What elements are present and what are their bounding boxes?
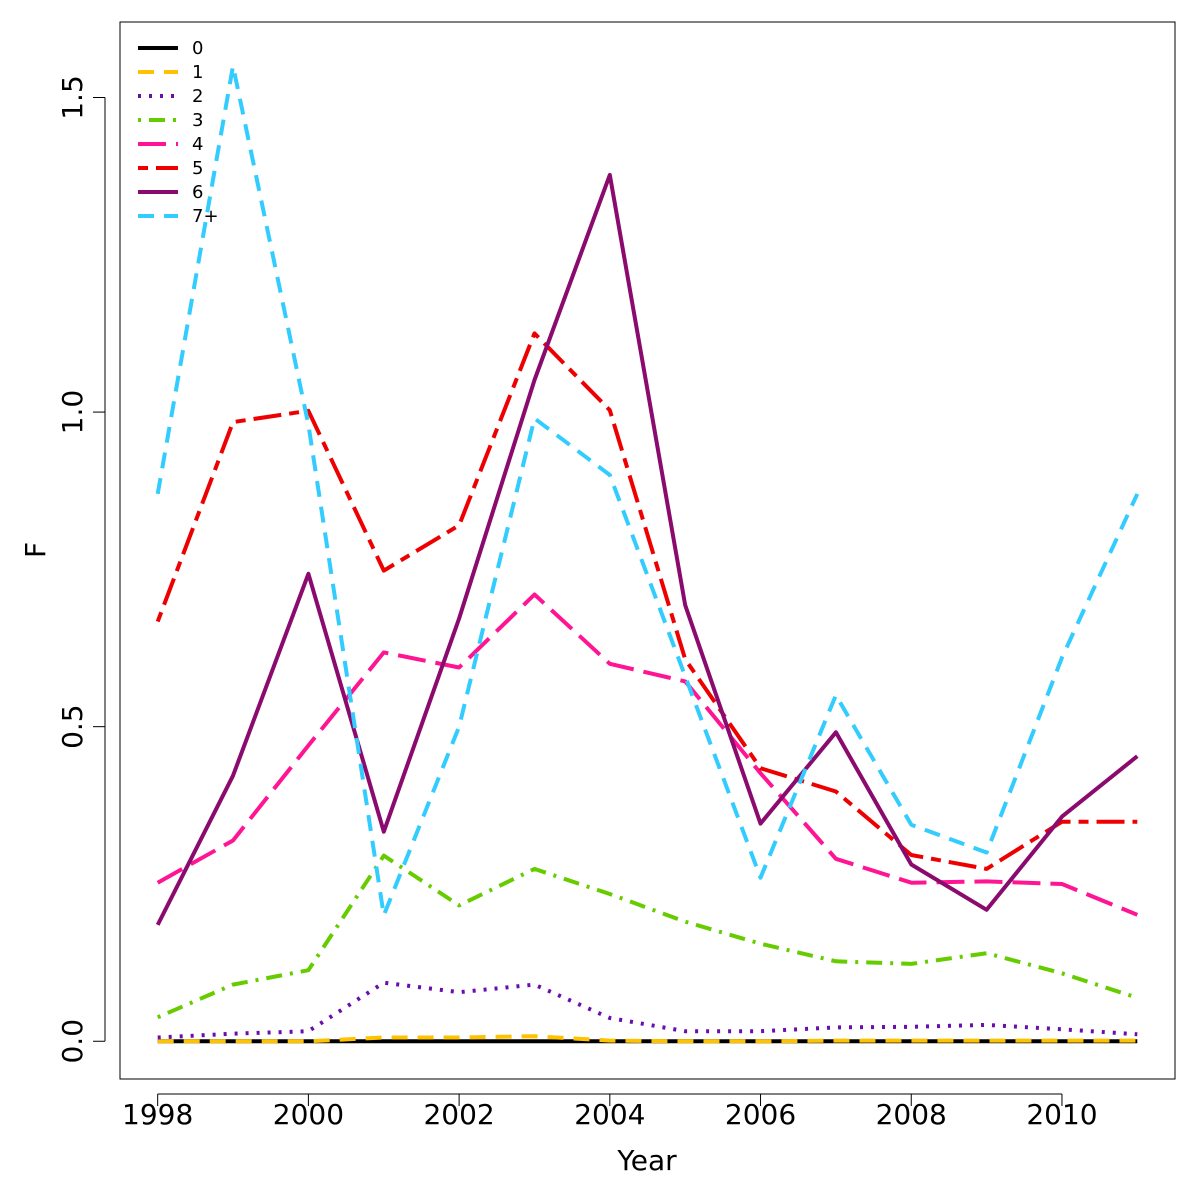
x-tick-label: 2006 [725,1098,796,1131]
y-tick-label: 1.5 [56,75,89,120]
series-layer [155,64,1140,1044]
y-tick-label: 0.5 [56,704,89,749]
series-line-3 [156,853,1138,1020]
legend-label: 3 [192,110,203,131]
legend: 0 1 2 3 4 5 6 7+ [138,38,219,227]
x-tick-label: 1998 [122,1098,193,1131]
x-axis-title: Year [616,1144,677,1177]
series-line-2 [157,980,1138,1040]
series-line-7plus [155,64,1140,918]
x-tick-label: 2008 [876,1098,947,1131]
legend-label: 6 [192,182,203,203]
y-tick-label: 0.0 [56,1019,89,1064]
legend-label: 0 [192,38,203,59]
x-tick-label: 2002 [423,1098,494,1131]
y-tick-label: 1.0 [56,390,89,435]
legend-label: 5 [192,158,203,179]
legend-label: 1 [192,62,203,83]
legend-label: 7+ [192,206,219,227]
plot-frame [119,21,1176,1080]
legend-label: 2 [192,86,203,107]
series-line-1 [157,1034,1138,1044]
series-line-6 [155,172,1139,926]
x-tick-label: 2004 [574,1098,645,1131]
x-tick-label: 2000 [273,1098,344,1131]
x-tick-label: 2010 [1026,1098,1097,1131]
series-line-5 [155,331,1138,871]
series-line-4 [156,592,1139,917]
y-axis: 0.0 0.5 1.0 1.5 [56,75,106,1064]
legend-label: 4 [192,134,203,155]
y-axis-title: F [19,542,52,558]
x-axis: 1998 2000 2002 2004 2006 2008 2010 [122,1093,1098,1131]
